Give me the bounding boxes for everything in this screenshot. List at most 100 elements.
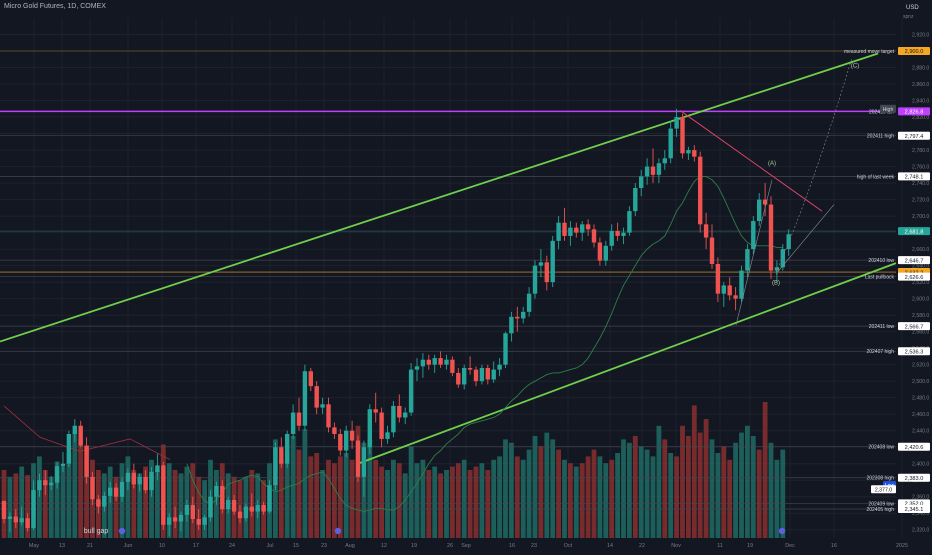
candle-body [190,504,195,520]
level-name-label: 202407 high [866,349,894,355]
y-axis-tick-label: 2,920.0 [912,33,929,39]
volume-bar [284,449,290,538]
candle-body [66,434,72,464]
volume-bar [438,473,443,538]
price-level-label: 2,626.6 [905,275,924,281]
price-level-label: 2,797.4 [905,134,924,140]
candle-body [709,237,715,264]
x-axis-tick-label: 16 [509,543,515,549]
wave-annotation: bull gap [84,528,109,535]
volume-bar [166,463,172,538]
volume-bar [745,425,750,538]
candle-body [521,311,526,319]
volume-bar [562,459,567,538]
candle-body [344,430,349,451]
x-axis-tick-label: 22 [639,543,645,549]
candle-body [609,230,614,246]
x-axis-tick-label: Sep [461,543,471,549]
volume-bar [314,453,320,538]
volume-bar [568,463,573,538]
volume-bar [556,449,561,538]
x-axis-tick-label: 12 [381,543,387,549]
symbol-title: Micro Gold Futures, 1D, COMEX [4,3,106,10]
candle-body [279,447,284,464]
y-axis-tick-label: 2,860.0 [912,82,929,88]
candle-body [108,487,113,496]
candle-body [60,463,66,467]
price-level-badge [898,131,930,140]
volume-bar [721,446,727,538]
volume-bar [444,470,449,538]
volume-bar [621,439,626,538]
extra-badge [880,104,896,113]
price-level-badge [898,107,930,116]
candle-body [143,476,148,491]
candle-body [267,485,272,512]
volume-bar [84,446,89,538]
level-name-label: 202408 low [868,445,894,451]
candle-body [698,156,703,225]
candle-body [574,227,579,233]
wave-annotation: (A) [768,161,776,167]
candle-body [290,412,296,434]
volume-bar [674,456,679,538]
volume-bar [143,466,148,538]
price-level-badge [898,473,930,482]
x-axis-tick-label: Aug [345,543,355,549]
y-axis-tick-label: 2,760.0 [912,165,929,171]
candle-body [450,359,455,373]
candle-body [550,240,555,283]
candle-body [686,150,691,154]
candle-body [774,267,780,271]
event-marker-icon [334,527,342,535]
candle-body [379,412,384,439]
candle-body [408,369,414,413]
volume-bar [615,453,620,538]
level-name-label: Last pullback [865,275,895,281]
candle-body [314,386,319,408]
price-level-label: 2,566.7 [905,324,924,330]
y-axis-tick-label: 2,740.0 [912,181,929,187]
candle-body [509,316,514,334]
volume-bar [48,476,54,538]
volume-bar [538,446,544,538]
volume-bar [709,439,715,538]
candle-body [37,480,42,491]
level-name-label: high of last week [857,174,895,180]
volume-bar [727,459,733,538]
volume-bar [509,442,514,538]
x-axis-tick-label: 15 [293,543,299,549]
x-axis-tick-label: 10 [159,543,165,549]
price-level-badge [898,256,930,265]
volume-bar [455,463,461,538]
moving-average-line-2 [3,405,171,460]
candle-body [491,369,496,380]
candle-body [503,333,508,365]
candle-body [349,430,355,441]
x-axis-tick-label: 21 [87,543,93,549]
candle-body [403,412,408,418]
volume-bar [603,463,609,538]
candle-body [633,188,638,212]
candle-body [202,517,207,525]
volume-bar [19,466,25,538]
price-level-label: 2,383.0 [905,476,924,482]
y-axis-tick-label: 2,560.0 [912,330,929,336]
y-axis-tick-label: 2,500.0 [912,379,929,385]
candle-body [751,221,756,250]
candle-body [25,518,30,529]
candle-body [172,517,178,522]
y-axis-tick-label: 2,640.0 [912,264,929,270]
candle-body [273,447,278,486]
candle-body [285,434,290,464]
volume-bar [550,439,556,538]
y-axis-tick-label: 2,320.0 [912,528,929,534]
candle-body [580,224,585,233]
candle-body [137,476,142,485]
extra-badge [871,485,896,494]
candle-body [668,128,673,159]
candle-body [721,285,726,294]
candle-body [462,367,467,385]
